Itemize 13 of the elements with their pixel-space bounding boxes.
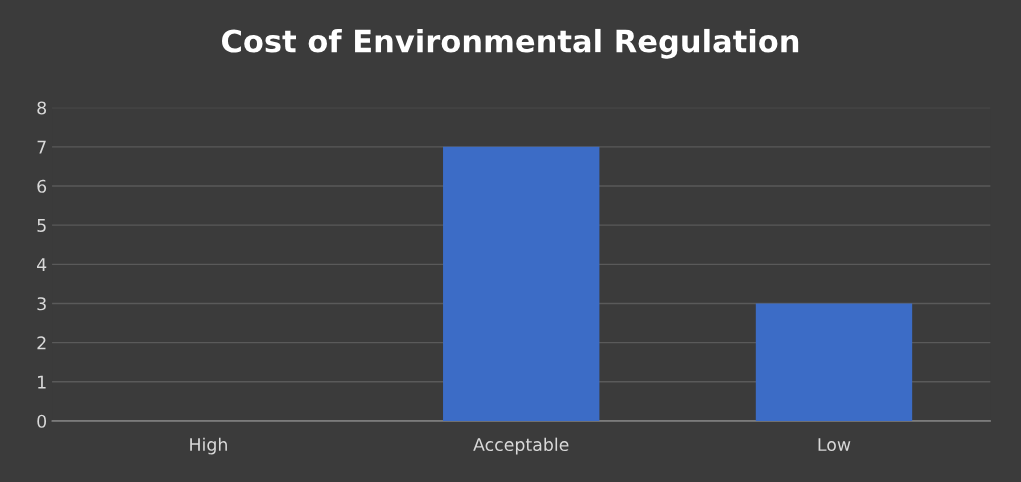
y-tick-label: 8 <box>37 101 47 115</box>
y-tick-label: 3 <box>37 297 46 311</box>
y-tick-label: 1 <box>38 375 46 389</box>
y-tick-label: 5 <box>37 219 46 233</box>
x-tick-label: High <box>190 437 227 455</box>
chart-title: Cost of Environmental Regulation <box>222 28 799 59</box>
x-tick-label: Low <box>818 438 851 452</box>
y-tick-label: 0 <box>37 414 47 428</box>
y-tick-label: 6 <box>37 179 47 193</box>
y-tick-label: 7 <box>37 140 46 154</box>
y-tick-label: 4 <box>37 258 47 271</box>
y-tick-label: 2 <box>37 336 46 350</box>
x-tick-label: Acceptable <box>473 437 569 455</box>
